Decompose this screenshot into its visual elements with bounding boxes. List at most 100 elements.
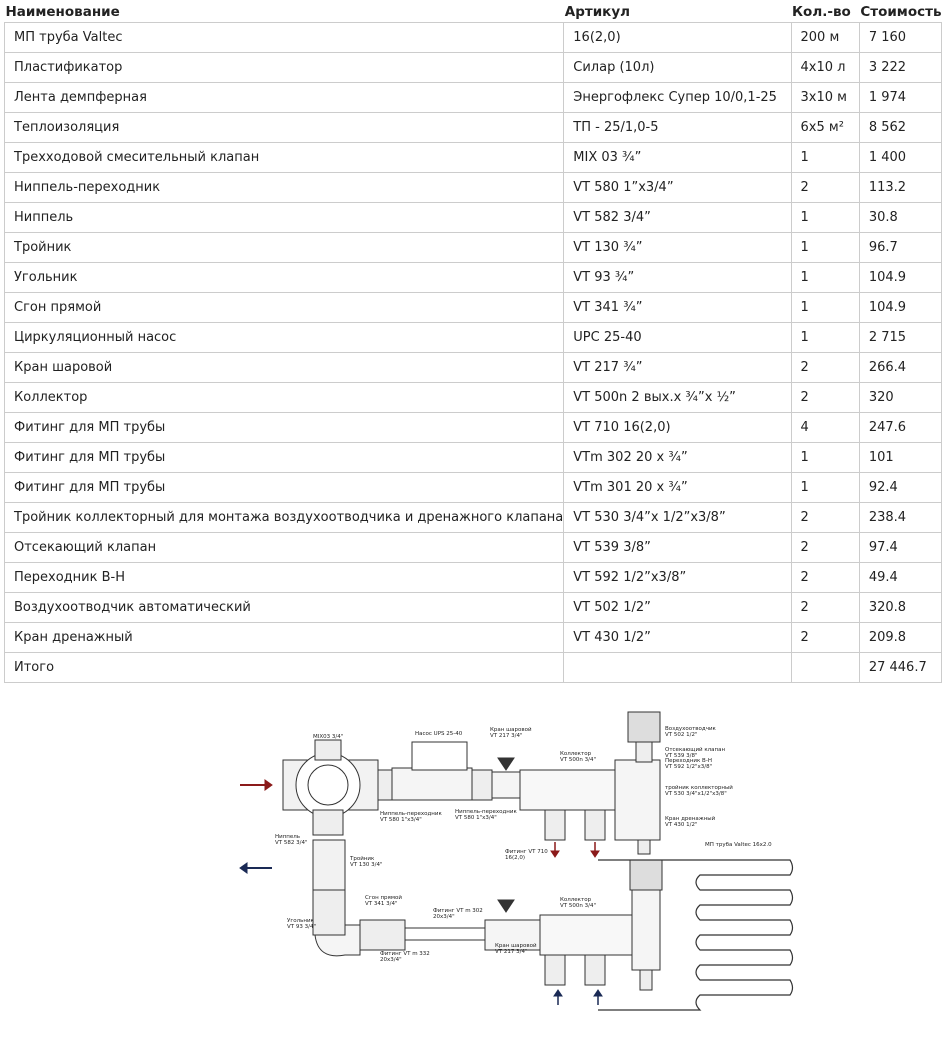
table-cell: Кран дренажный xyxy=(3,622,565,653)
diagram-label: VT 130 3/4" xyxy=(350,862,383,868)
table-row: Тройник коллекторный для монтажа воздухо… xyxy=(3,502,942,533)
table-cell: 1 974 xyxy=(858,82,942,113)
diagram-label: VT 341 3/4" xyxy=(365,901,398,907)
diagram-label: VT 592 1/2"x3/8" xyxy=(665,764,712,770)
table-cell: Теплоизоляция xyxy=(3,112,565,143)
diagram-label: Угольник xyxy=(287,918,315,924)
table-cell: Коллектор xyxy=(3,382,565,413)
table-cell: 1 400 xyxy=(858,142,942,173)
diagram-label: Насос UPS 25-40 xyxy=(415,731,463,737)
table-cell xyxy=(790,652,860,683)
table-row: Кран шаровой VT 217 ¾” 2 266.4 xyxy=(3,352,942,383)
table-cell: Угольник xyxy=(3,262,565,293)
table-cell: 238.4 xyxy=(858,502,942,533)
diagram-label: VT 530 3/4"x1/2"x3/8" xyxy=(665,791,727,797)
diagram-label: Фитинг VT 710 xyxy=(505,849,548,855)
table-row: Циркуляционный насос UPC 25-40 1 2 715 xyxy=(3,322,942,353)
table-cell: 1 xyxy=(790,322,860,353)
diagram-label: 20x3/4" xyxy=(380,957,402,963)
table-cell: Силар (10л) xyxy=(563,52,792,83)
diagram-label: Сгон прямой xyxy=(365,894,402,901)
table-cell: 104.9 xyxy=(858,292,942,323)
table-cell: 3х10 м xyxy=(790,82,860,113)
diagram-label: Переходник В-Н xyxy=(665,758,712,764)
diagram-label: VT 217 3/4" xyxy=(495,949,528,955)
table-row: Угольник VT 93 ¾” 1 104.9 xyxy=(3,262,942,293)
table-cell: VT 582 3/4” xyxy=(563,202,792,233)
diagram-label: VT 430 1/2" xyxy=(665,822,698,828)
diagram-label: Фитинг VT m 302 xyxy=(433,908,483,914)
table-cell: 266.4 xyxy=(858,352,942,383)
table-cell: 320.8 xyxy=(858,592,942,623)
diagram-label: Ниппель-переходник xyxy=(380,811,442,817)
table-cell: 1 xyxy=(790,472,860,503)
diagram-label: VT 580 1"x3/4" xyxy=(380,817,422,823)
diagram-label: VT 539 3/8" xyxy=(665,753,698,759)
table-cell: ТП - 25/1,0-5 xyxy=(563,112,792,143)
table-cell: 1 xyxy=(790,262,860,293)
diagram-label: МП труба Valtec 16x2.0 xyxy=(705,842,772,848)
table-cell: VT 93 ¾” xyxy=(563,262,792,293)
column-header: Наименование xyxy=(5,4,120,20)
table-cell: 200 м xyxy=(790,22,860,53)
table-cell: 2 xyxy=(790,502,860,533)
table-cell: VT 500n 2 вых.х ¾”х ½” xyxy=(563,382,792,413)
table-cell: 104.9 xyxy=(858,262,942,293)
column-header: Артикул xyxy=(564,4,631,20)
diagram-label: Тройник xyxy=(349,855,375,862)
table-cell: 96.7 xyxy=(858,232,942,263)
diagram-label: 20x3/4" xyxy=(433,914,455,920)
diagram-label: VT 582 3/4" xyxy=(275,840,308,846)
diagram-label: Кран шаровой xyxy=(495,942,537,949)
diagram-label: Фитинг VT m 332 xyxy=(380,951,430,957)
diagram-label: Коллектор xyxy=(560,897,592,903)
table-cell: Пластификатор xyxy=(3,52,565,83)
table-cell: 97.4 xyxy=(858,532,942,563)
column-header: Стоимость xyxy=(860,4,942,20)
table-cell: Переходник В-Н xyxy=(3,562,565,593)
table-cell: 1 xyxy=(790,442,860,473)
table-cell: 113.2 xyxy=(858,172,942,203)
table-row: Переходник В-Н VT 592 1/2”х3/8” 2 49.4 xyxy=(3,562,942,593)
header-row: Наименование Артикул Кол.-во Стоимость xyxy=(5,2,942,23)
table-cell: 27 446.7 xyxy=(858,652,942,683)
table-cell: Тройник коллекторный для монтажа воздухо… xyxy=(3,502,565,533)
table-cell: 101 xyxy=(858,442,942,473)
diagram-label: Ниппель xyxy=(275,834,300,840)
table-cell: VT 530 3/4”х 1/2”х3/8” xyxy=(563,502,792,533)
diagram-label: VT 502 1/2" xyxy=(665,732,698,738)
table-cell: 6х5 м² xyxy=(790,112,860,143)
diagram-label: Ниппель-переходник xyxy=(455,809,517,815)
table-cell: 1 xyxy=(790,292,860,323)
table-cell: Энергофлекс Супер 10/0,1-25 xyxy=(563,82,792,113)
column-header: Кол.-во xyxy=(792,4,851,20)
table-cell: VT 592 1/2”х3/8” xyxy=(563,562,792,593)
table-cell xyxy=(563,652,792,683)
table-cell: 7 160 xyxy=(858,22,942,53)
table-row: Воздухоотводчик автоматический VT 502 1/2… xyxy=(3,592,942,623)
table-cell: VT 580 1”х3/4” xyxy=(563,172,792,203)
table-row: Трехходовой смесительный клапан MIX 03 ¾”… xyxy=(3,142,942,173)
table-cell: Лента демпферная xyxy=(3,82,565,113)
drawing xyxy=(239,711,794,1011)
table-row: Фитинг для МП трубы VT 710 16(2,0) 4 247.6 xyxy=(3,412,942,443)
table-cell: 1 xyxy=(790,142,860,173)
diagram-label: MIX03 3/4" xyxy=(313,734,343,740)
table-row: Итого 27 446.7 xyxy=(3,652,942,683)
table-row: Ниппель-переходник VT 580 1”х3/4” 2 113.2 xyxy=(3,172,942,203)
table-cell: Отсекающий клапан xyxy=(3,532,565,563)
table-cell: VT 502 1/2” xyxy=(563,592,792,623)
table-row: Лента демпферная Энергофлекс Супер 10/0,1… xyxy=(3,82,942,113)
table-row: Коллектор VT 500n 2 вых.х ¾”х ½” 2 320 xyxy=(3,382,942,413)
table-cell: Кран шаровой xyxy=(3,352,565,383)
table-cell: Ниппель-переходник xyxy=(3,172,565,203)
table-cell: VT 341 ¾” xyxy=(563,292,792,323)
table-row: Отсекающий клапан VT 539 3/8” 2 97.4 xyxy=(3,532,942,563)
table-row: Фитинг для МП трубы VTm 302 20 х ¾” 1 101 xyxy=(3,442,942,473)
diagram-label: VT 93 3/4" xyxy=(287,924,316,930)
diagram-label: тройник коллекторный xyxy=(665,784,733,791)
table-cell: UPC 25-40 xyxy=(563,322,792,353)
diagram-label: Кран шаровой xyxy=(490,726,532,733)
